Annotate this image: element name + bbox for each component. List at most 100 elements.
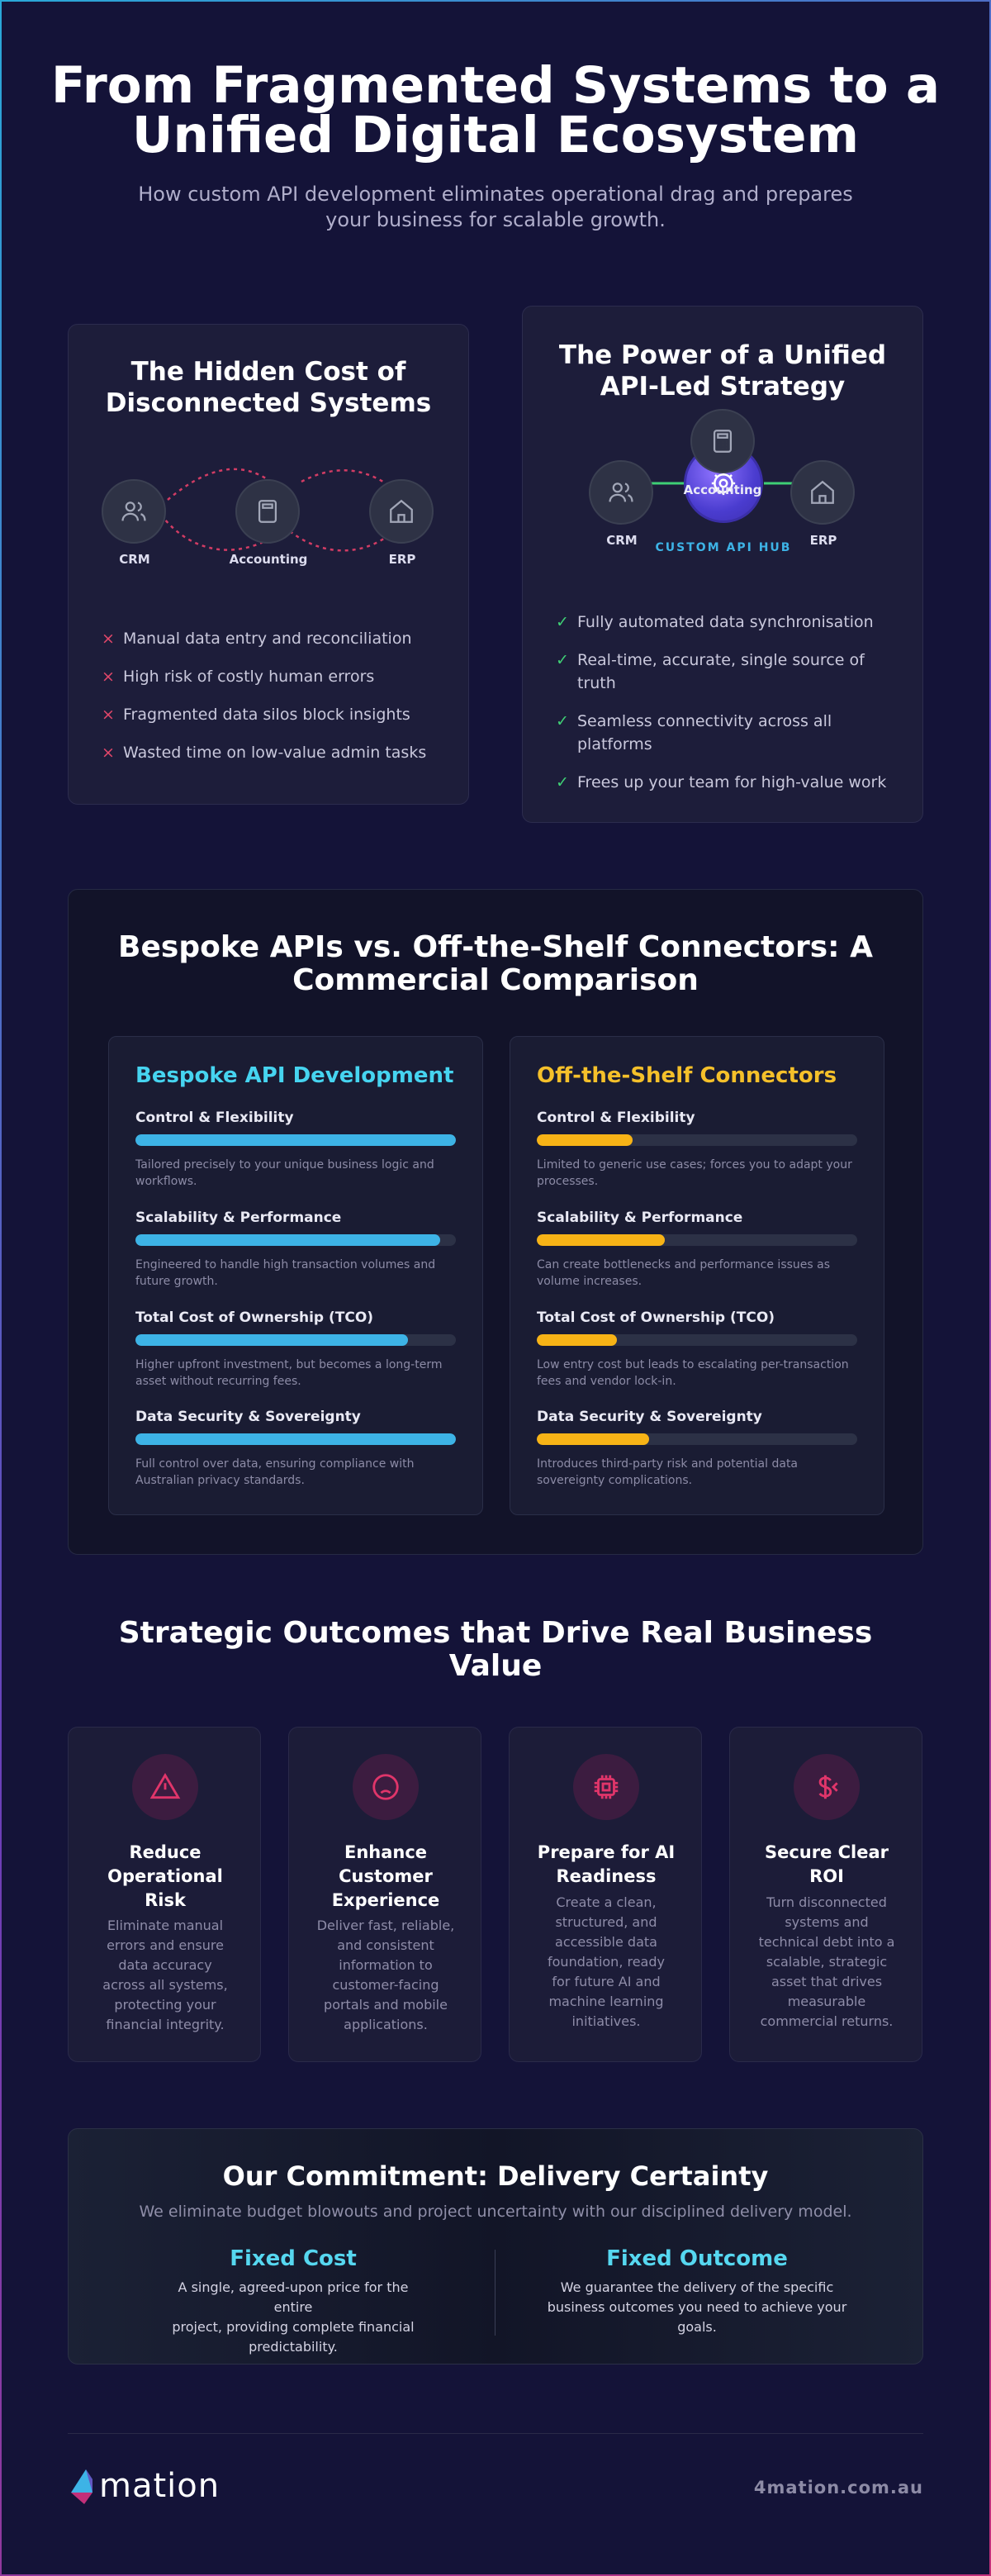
cost-point: × Fragmented data silos block insights <box>102 703 448 726</box>
outcome-card-reduce-risk: Reduce Operational Risk Eliminate manual… <box>68 1727 261 2062</box>
commitment-divider <box>495 2250 496 2336</box>
page-title-line-1: From Fragmented Systems to a <box>50 56 941 115</box>
metric-name: Scalability & Performance <box>135 1210 342 1226</box>
score-track <box>135 1234 456 1246</box>
score-track <box>537 1134 857 1146</box>
score-bar <box>135 1134 456 1146</box>
bespoke-column-title: Bespoke API Development <box>135 1063 454 1088</box>
benefit-point-text: Real-time, accurate, single source of tr… <box>577 651 865 692</box>
x-icon: × <box>102 744 115 762</box>
metric-description: Limited to generic use cases; forces you… <box>537 1158 852 1188</box>
outcome-icon-badge <box>132 1754 198 1820</box>
disconnected-title-line-1: The Hidden Cost of <box>130 357 406 387</box>
metric-name: Total Cost of Ownership (TCO) <box>537 1309 775 1326</box>
cost-point-text: Wasted time on low-value admin tasks <box>123 744 427 762</box>
company-logo[interactable]: mation <box>68 2466 282 2509</box>
accounting-node-label: Accounting <box>683 482 762 497</box>
page-subtitle-line-2: your business for scalable growth. <box>325 208 666 231</box>
outcome-desc-line: across all systems, <box>102 1977 228 1993</box>
fixed-cost-desc-line: A single, agreed-upon price for the enti… <box>178 2279 409 2315</box>
outcome-desc-line: scalable, strategic <box>766 1954 888 1970</box>
website-link[interactable]: 4mation.com.au <box>753 2478 923 2498</box>
unified-title-line-1: The Power of a Unified <box>558 340 887 370</box>
logo-wordmark: mation <box>99 2467 220 2505</box>
outcome-title: Reduce Operational Risk <box>83 1841 247 1913</box>
outcome-title: Enhance Customer Experience <box>304 1841 467 1913</box>
metric-description: Engineered to handle high transaction vo… <box>135 1258 436 1288</box>
outcome-desc-line: structured, and <box>555 1914 657 1930</box>
metric-description: Tailored precisely to your unique busine… <box>135 1158 434 1188</box>
score-track <box>537 1334 857 1346</box>
outcome-desc-line: financial integrity. <box>106 2017 225 2032</box>
outcome-desc-line: Eliminate manual <box>107 1918 224 1933</box>
users-icon <box>121 501 146 521</box>
outcome-title-line: Risk <box>145 1890 186 1910</box>
score-track <box>135 1433 456 1445</box>
fixed-cost-description: A single, agreed-upon price for the enti… <box>161 2278 425 2357</box>
fixed-outcome-desc-line: business outcomes you need to achieve yo… <box>547 2299 847 2315</box>
crm-node <box>589 460 653 525</box>
metric-description: Low entry cost but leads to escalating p… <box>537 1358 849 1388</box>
outcome-title-line: Operational <box>107 1866 223 1886</box>
outcome-description: Eliminate manual errors and ensure data … <box>90 1916 240 2035</box>
outcomes-title-line-1: Strategic Outcomes that Drive Real Busin… <box>118 1616 873 1650</box>
outcome-desc-line: applications. <box>344 2017 428 2032</box>
check-icon: ✓ <box>556 651 569 669</box>
outcome-desc-line: machine learning <box>548 1994 664 2009</box>
outcome-card-customer-experience: Enhance Customer Experience Deliver fast… <box>288 1727 481 2062</box>
outcome-desc-line: asset that drives <box>771 1974 883 1989</box>
outcomes-title-line-2: Value <box>448 1649 543 1683</box>
offshelf-column-title: Off-the-Shelf Connectors <box>537 1063 837 1088</box>
calculator-icon <box>713 430 733 453</box>
x-icon: × <box>102 630 115 648</box>
outcome-desc-line: Turn disconnected <box>766 1894 887 1910</box>
outcome-desc-line: customer-facing <box>332 1977 439 1993</box>
benefit-point: ✓ Frees up your team for high-value work <box>556 771 894 794</box>
benefit-point: ✓ Seamless connectivity across all platfo… <box>556 710 894 756</box>
outcome-icon-badge <box>573 1754 639 1820</box>
outcome-desc-line: portals and mobile <box>324 1997 448 2013</box>
cost-point-text: Manual data entry and reconciliation <box>123 630 412 648</box>
offshelf-metric: Total Cost of Ownership (TCO) Low entry … <box>537 1309 857 1390</box>
home-icon <box>390 499 413 523</box>
unified-strategy-card: The Power of a Unified API-Led Strategy … <box>522 306 923 823</box>
frown-icon <box>372 1774 399 1800</box>
accounting-node <box>235 479 300 544</box>
outcome-desc-line: technical debt into a <box>758 1934 895 1950</box>
erp-node-label: ERP <box>388 552 416 567</box>
fixed-outcome-description: We guarantee the delivery of the specifi… <box>544 2278 850 2337</box>
warning-icon <box>149 1772 181 1799</box>
metric-description: Full control over data, ensuring complia… <box>135 1457 415 1487</box>
erp-node-label: ERP <box>809 533 837 548</box>
accounting-node <box>690 409 755 473</box>
outcome-card-clear-roi: Secure Clear ROI Turn disconnected syste… <box>729 1727 922 2062</box>
metric-name: Control & Flexibility <box>537 1110 695 1126</box>
outcome-title: Secure Clear ROI <box>745 1841 908 1889</box>
crm-node <box>102 479 166 544</box>
crm-node-label: CRM <box>119 552 150 567</box>
check-icon: ✓ <box>556 773 569 791</box>
outcome-title-line: Readiness <box>556 1866 657 1886</box>
outcome-title-line: Prepare for AI <box>537 1842 676 1862</box>
outcome-desc-line: initiatives. <box>571 2013 641 2029</box>
score-track <box>135 1334 456 1346</box>
comparison-section: Bespoke APIs vs. Off-the-Shelf Connector… <box>68 889 923 1555</box>
crm-node-label: CRM <box>606 533 638 548</box>
outcome-title-line: Customer <box>339 1866 433 1886</box>
cost-point-text: Fragmented data silos block insights <box>123 706 410 724</box>
metric-name: Scalability & Performance <box>537 1210 743 1226</box>
bespoke-column: Bespoke API Development Control & Flexib… <box>108 1036 483 1515</box>
benefit-point: ✓ Real-time, accurate, single source of t… <box>556 649 894 695</box>
dollar-icon <box>818 1775 838 1799</box>
outcome-desc-line: errors and ensure <box>107 1937 224 1953</box>
score-bar <box>537 1334 617 1346</box>
x-icon: × <box>102 706 115 724</box>
outcome-icon-badge <box>794 1754 860 1820</box>
fixed-outcome-block: Fixed Outcome We guarantee the delivery … <box>544 2246 850 2337</box>
outcome-desc-line: measurable <box>787 1994 866 2009</box>
outcome-desc-line: protecting your <box>114 1997 216 2013</box>
metric-name: Data Security & Sovereignty <box>537 1409 762 1425</box>
cost-point: × Wasted time on low-value admin tasks <box>102 741 448 764</box>
outcome-desc-line: accessible data <box>555 1934 657 1950</box>
metric-description: Higher upfront investment, but becomes a… <box>135 1358 443 1388</box>
